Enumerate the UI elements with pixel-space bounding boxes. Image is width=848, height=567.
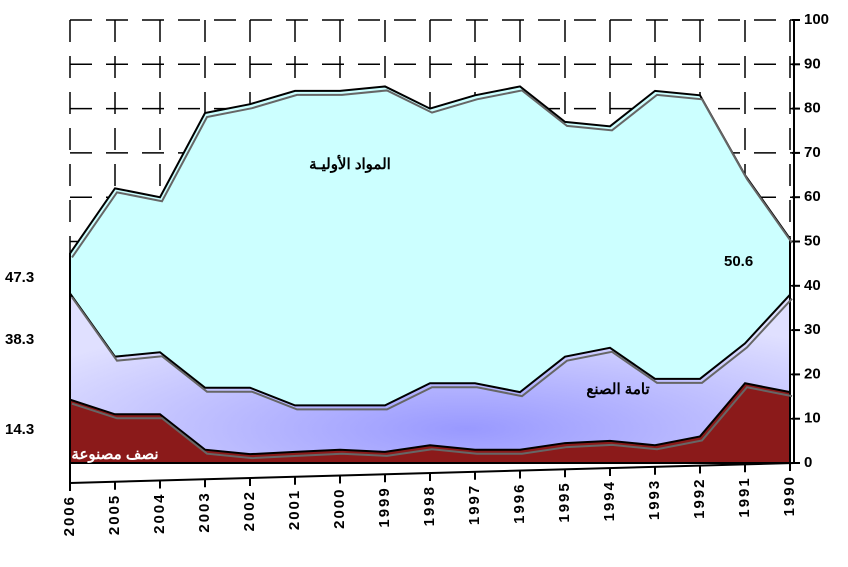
y-tick-label: 40 <box>804 277 821 294</box>
x-tick-label: 1993 <box>646 479 663 520</box>
x-tick-label: 2002 <box>241 490 258 531</box>
x-tick-label: 2006 <box>61 495 78 536</box>
y-tick-label: 50 <box>804 232 821 249</box>
x-tick-label: 1992 <box>691 478 708 519</box>
area-edge <box>71 89 793 259</box>
y-tick-label: 0 <box>804 454 812 471</box>
data-label: 50.6 <box>724 253 753 270</box>
x-tick-label: 1998 <box>421 485 438 526</box>
x-tick-label: 1994 <box>601 480 618 521</box>
series-label: نصف مصنوعة <box>71 446 158 463</box>
series-label: المواد الأوليـة <box>309 154 391 173</box>
y-tick-label: 80 <box>804 100 821 117</box>
area <box>69 382 791 464</box>
y-tick-label: 30 <box>804 321 821 338</box>
y-tick-label: 10 <box>804 410 821 427</box>
x-tick-label: 1991 <box>736 476 753 517</box>
x-tick-label: 2004 <box>151 493 168 534</box>
data-label: 38.3 <box>5 331 34 348</box>
x-tick-label: 1999 <box>376 486 393 527</box>
x-tick-label: 1990 <box>781 475 798 516</box>
y-tick-label: 90 <box>804 55 821 72</box>
data-label: 14.3 <box>5 421 34 438</box>
y-tick-label: 20 <box>804 365 821 382</box>
y-tick-label: 100 <box>804 11 829 28</box>
x-tick-label: 1996 <box>511 483 528 524</box>
area-edge <box>71 386 793 460</box>
data-label: 47.3 <box>5 269 34 286</box>
x-tick-label: 2000 <box>331 488 348 529</box>
y-tick-label: 60 <box>804 188 821 205</box>
x-tick-label: 1995 <box>556 481 573 522</box>
y-tick-label: 70 <box>804 144 821 161</box>
x-tick-label: 2001 <box>286 489 303 530</box>
area <box>69 290 791 464</box>
series-label: تامة الصنع <box>586 381 649 398</box>
x-tick-label: 2005 <box>106 494 123 535</box>
x-tick-label: 1997 <box>466 484 483 525</box>
x-axis <box>69 462 795 484</box>
area-edge <box>71 296 793 411</box>
x-tick-label: 2003 <box>196 491 213 532</box>
